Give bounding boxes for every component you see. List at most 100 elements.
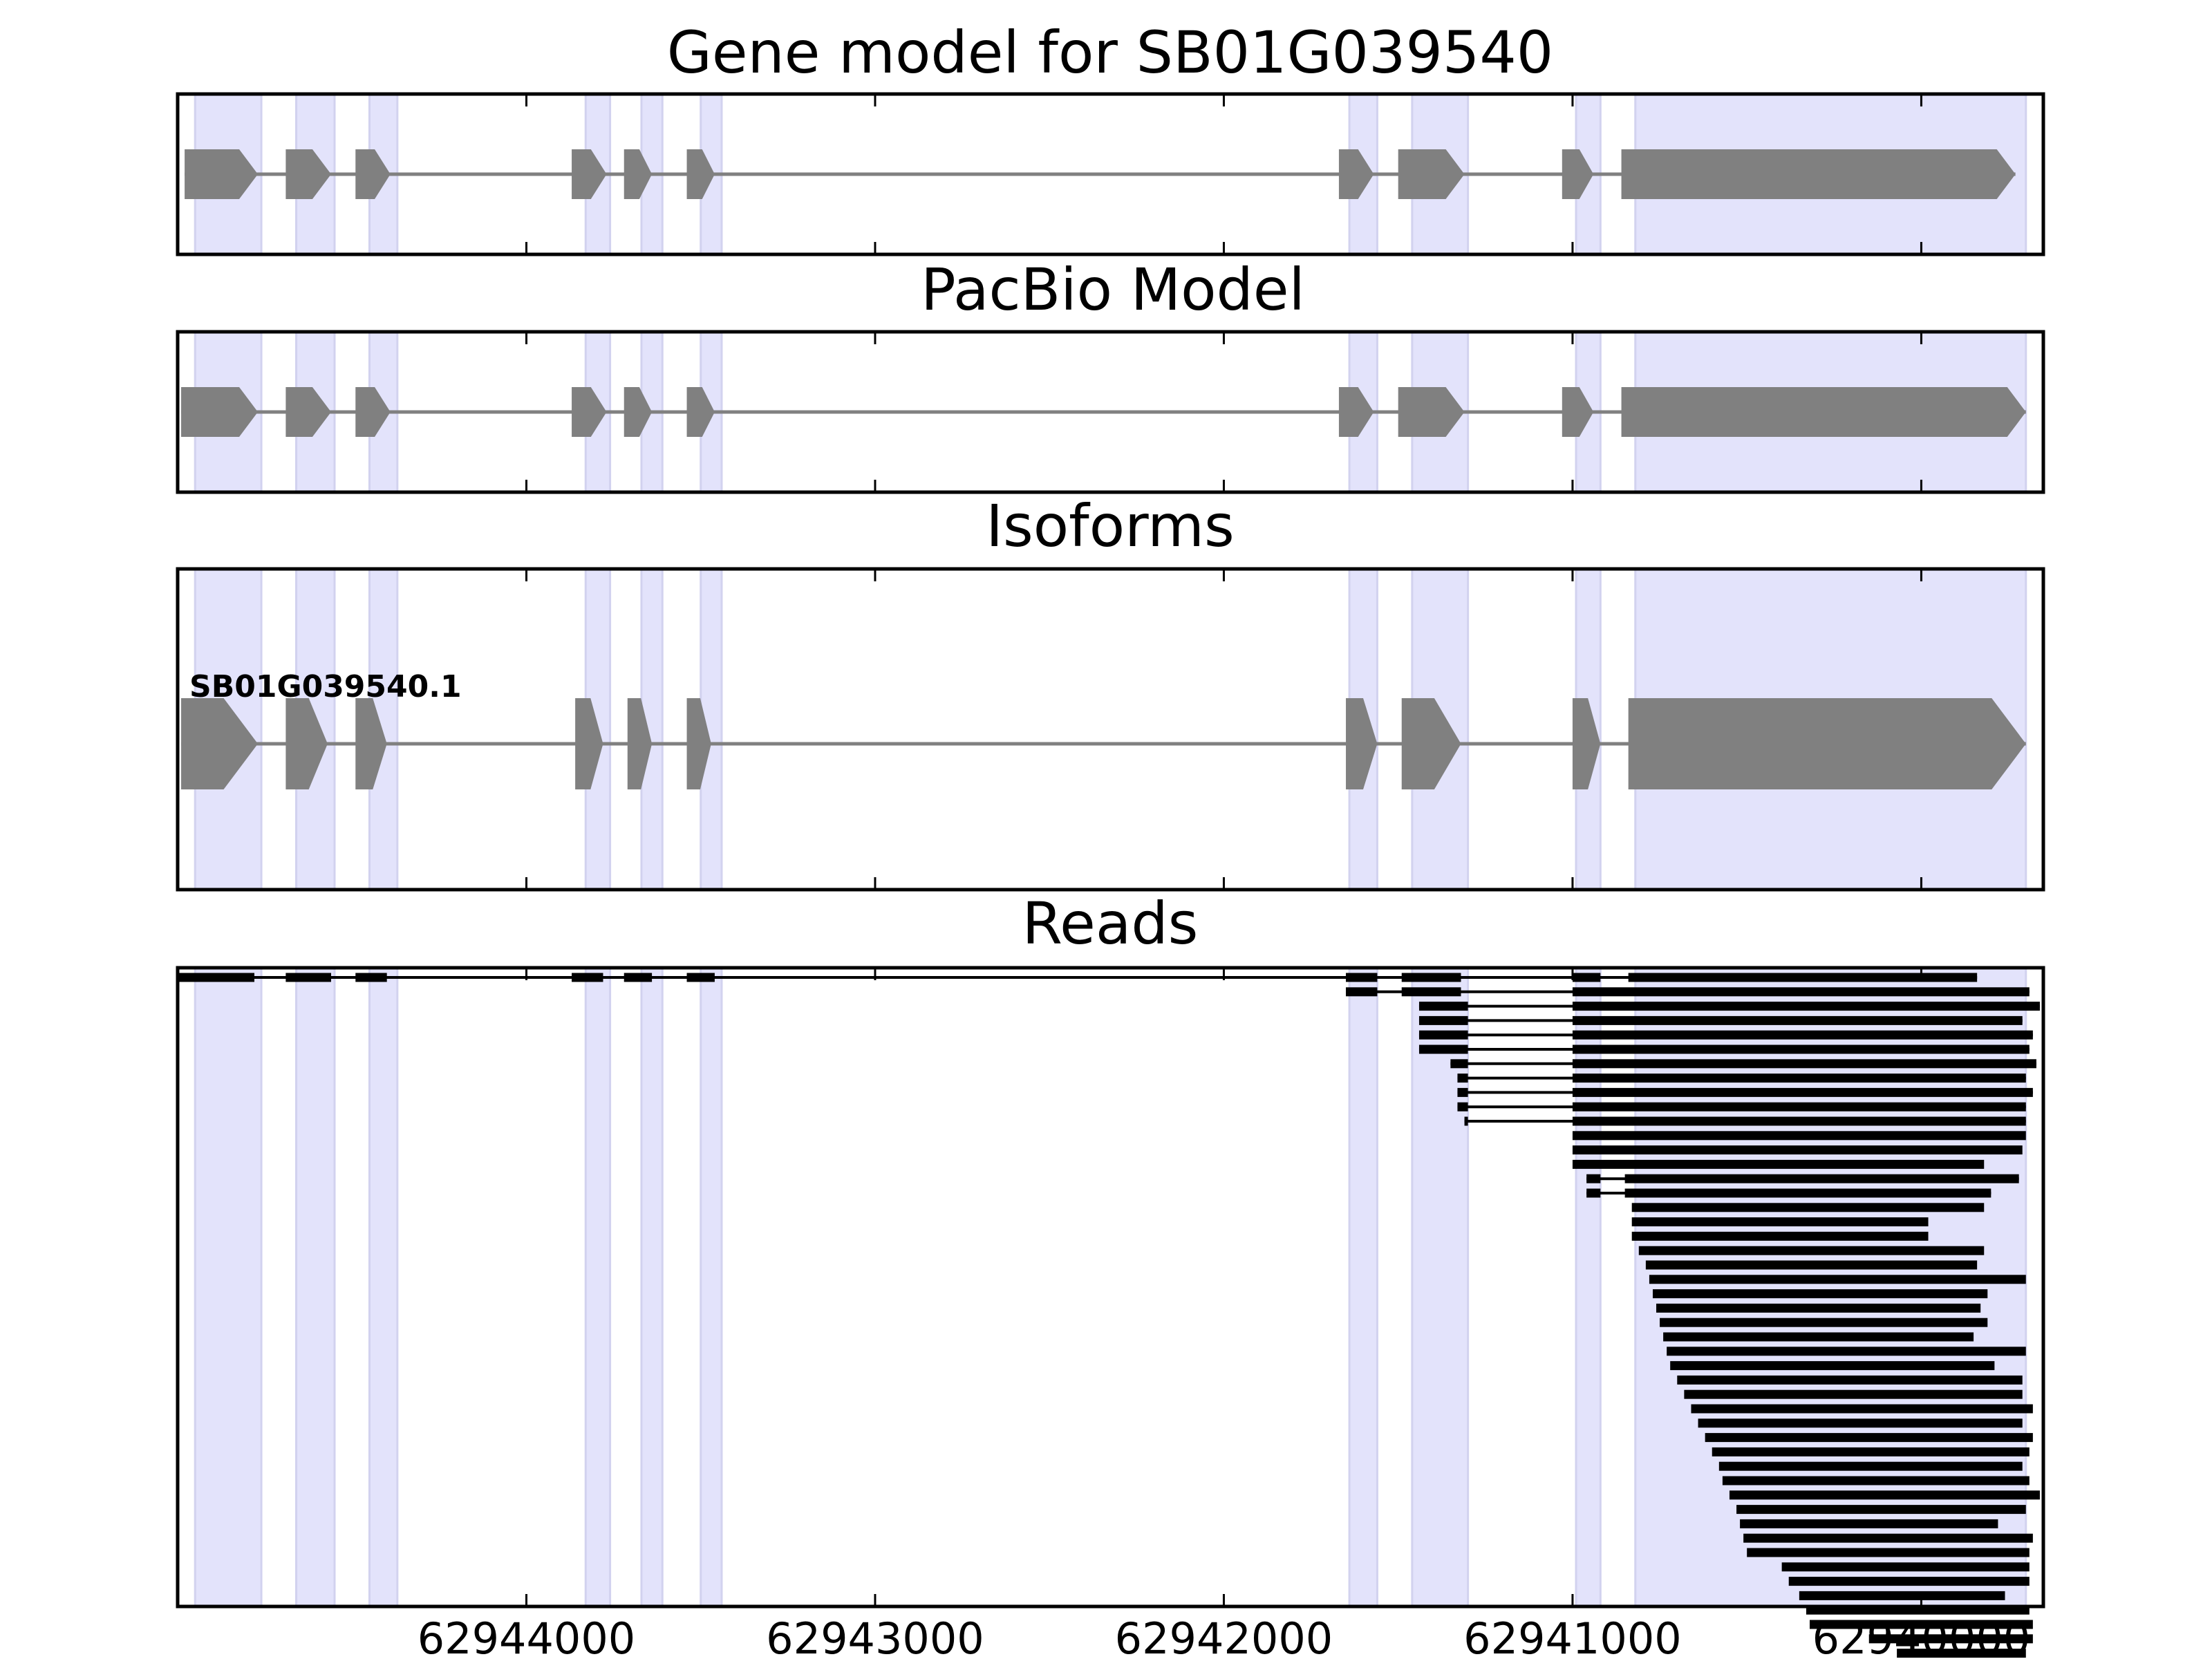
read xyxy=(1684,1389,2023,1399)
read xyxy=(1418,1044,2030,1054)
read-block xyxy=(1624,1174,2019,1183)
exon-arrow xyxy=(1628,698,2026,789)
read xyxy=(1677,1375,2023,1385)
read xyxy=(1722,1476,2030,1485)
x-ticks xyxy=(525,332,1922,492)
read xyxy=(1809,1620,2033,1629)
exon-band xyxy=(194,966,263,1608)
read-block xyxy=(1631,1217,1929,1227)
exon-arrow xyxy=(1398,149,1465,199)
read-block xyxy=(1736,1505,2026,1515)
exon-arrow xyxy=(1338,387,1374,437)
x-ticks xyxy=(525,968,1922,1606)
read xyxy=(1645,1260,1978,1270)
read xyxy=(1705,1433,2033,1443)
read xyxy=(1586,1174,2019,1183)
read-block xyxy=(1572,1044,2030,1054)
read xyxy=(1638,1246,1985,1255)
read xyxy=(1740,1519,1998,1528)
read xyxy=(1698,1418,2023,1428)
read xyxy=(1572,1159,1985,1169)
exon-band xyxy=(1348,966,1378,1608)
read-block xyxy=(1698,1418,2023,1428)
read-block xyxy=(1418,1002,1468,1011)
read xyxy=(1346,987,2030,997)
read-block xyxy=(1645,1260,1978,1270)
read xyxy=(1418,1002,2040,1011)
read-block xyxy=(1464,1116,1468,1126)
exon-arrow xyxy=(181,387,259,437)
read-block xyxy=(686,973,715,982)
read-block xyxy=(1572,1145,2023,1155)
read xyxy=(1670,1361,1995,1371)
exon-band xyxy=(295,966,336,1608)
exon-band xyxy=(640,966,664,1608)
read xyxy=(1586,1188,1991,1198)
read-block xyxy=(1572,987,2030,997)
exon-arrow xyxy=(1562,387,1594,437)
panel-isoforms: Isoforms SB01G039540.1 xyxy=(176,492,2045,892)
read-block xyxy=(1649,1275,2026,1284)
read xyxy=(1457,1074,2026,1083)
read-block xyxy=(178,973,254,982)
read-block xyxy=(1346,987,1378,997)
exon-arrow xyxy=(1572,698,1601,789)
read-block xyxy=(1450,1059,1468,1069)
exon-band xyxy=(584,966,612,1608)
read-block xyxy=(1572,973,1601,982)
isoform-label: SB01G039540.1 xyxy=(189,669,462,704)
read xyxy=(1897,1649,2026,1658)
read-block xyxy=(1684,1389,2023,1399)
panel-frame xyxy=(176,330,2045,494)
panel-gene-model: Gene model for SB01G039540 xyxy=(176,19,2045,256)
read-block xyxy=(1718,1461,2023,1471)
x-tick-label: 62940000 xyxy=(1812,1613,2031,1659)
read-block xyxy=(1418,1030,1468,1040)
x-ticks xyxy=(525,94,1922,254)
read-block xyxy=(1418,1015,1468,1025)
read-block xyxy=(624,973,653,982)
read xyxy=(1788,1577,2030,1586)
read xyxy=(1663,1332,1974,1342)
panel-frame xyxy=(176,567,2045,892)
exon-arrow xyxy=(1401,698,1461,789)
read-block xyxy=(1705,1433,2033,1443)
read-block xyxy=(1586,1174,1601,1183)
panel-title-gene-model: Gene model for SB01G039540 xyxy=(667,19,1553,86)
read xyxy=(1649,1275,2026,1284)
pacbio-model-track xyxy=(181,387,2026,437)
read-block xyxy=(1572,1131,2026,1141)
x-ticks xyxy=(525,569,1922,890)
panel-frame xyxy=(176,92,2045,256)
read-block xyxy=(1572,1002,2040,1011)
read-block xyxy=(1401,973,1461,982)
read-block xyxy=(1572,1102,2026,1112)
panel-frame xyxy=(176,966,2045,1609)
read xyxy=(1712,1447,2030,1456)
read-block xyxy=(1631,1231,1929,1241)
read xyxy=(1656,1303,1981,1313)
read-block xyxy=(1781,1562,2030,1572)
read-block xyxy=(1747,1548,2030,1557)
read xyxy=(1652,1289,1988,1299)
exon-arrow xyxy=(285,149,331,199)
read xyxy=(1631,1231,1929,1241)
read-block xyxy=(572,973,603,982)
read xyxy=(1799,1591,2005,1600)
read-block xyxy=(1677,1375,2023,1385)
exon-arrow xyxy=(355,698,387,789)
exon-arrow xyxy=(572,387,607,437)
read-block xyxy=(1572,1087,2033,1097)
read-block xyxy=(1656,1303,1981,1313)
read-block xyxy=(1667,1347,2026,1356)
read-block xyxy=(1897,1649,2026,1658)
read-block xyxy=(1457,1074,1468,1083)
exon-arrow xyxy=(1338,149,1374,199)
read xyxy=(1781,1562,2030,1572)
read xyxy=(1631,1217,1929,1227)
read-block xyxy=(1652,1289,1988,1299)
read-block xyxy=(1809,1620,2033,1629)
exon-arrow xyxy=(686,149,715,199)
read xyxy=(1743,1533,2033,1543)
read-block xyxy=(1572,1159,1985,1169)
